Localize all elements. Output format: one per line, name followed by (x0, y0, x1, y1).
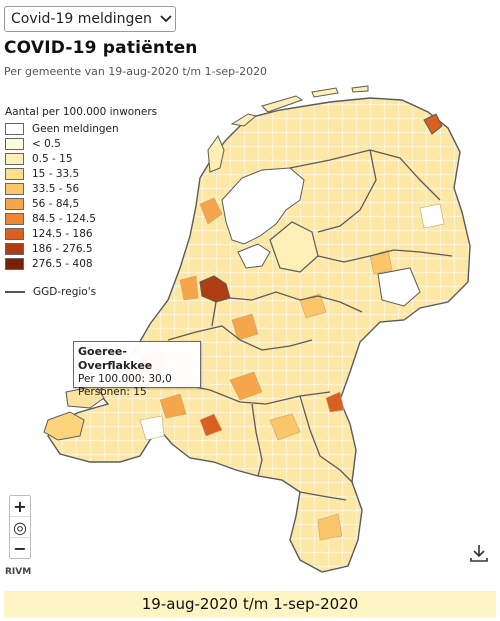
legend-item: 84.5 - 124.5 (5, 211, 119, 226)
map-tooltip: Goeree-Overflakkee Per 100.000: 30,0 Per… (73, 341, 201, 398)
legend-label: 186 - 276.5 (32, 242, 93, 255)
region-orange-2[interactable] (199, 197, 223, 225)
dataset-select-value: Covid-19 meldingen (11, 11, 152, 27)
region-orange-12[interactable] (231, 313, 259, 341)
legend: Geen meldingen < 0.5 0.5 - 15 15 - 33.5 … (5, 121, 119, 271)
region-orange-4[interactable] (199, 413, 223, 437)
date-range-bar[interactable]: 19-aug-2020 t/m 1-sep-2020 (4, 591, 496, 617)
legend-label: 33.5 - 56 (32, 182, 80, 195)
wadden-texel[interactable] (207, 134, 225, 173)
region-no-data-1[interactable] (377, 267, 421, 307)
region-orange-5[interactable] (325, 391, 345, 413)
legend-item: Geen meldingen (5, 121, 119, 136)
legend-swatch (5, 137, 24, 150)
legend-item: 276.5 - 408 (5, 256, 119, 271)
legend-swatch (5, 167, 24, 180)
tooltip-personen: Personen: 15 (78, 386, 147, 398)
legend-label: Geen meldingen (32, 122, 119, 135)
region-orange-7[interactable] (269, 413, 301, 441)
markermeer-water (237, 243, 271, 269)
legend-item: 124.5 - 186 (5, 226, 119, 241)
wadden-terschelling[interactable] (261, 95, 304, 113)
legend-label: 124.5 - 186 (32, 227, 93, 240)
legend-label: 84.5 - 124.5 (32, 212, 96, 225)
zoom-out-button[interactable]: − (13, 538, 27, 558)
legend-item: 15 - 33.5 (5, 166, 119, 181)
wadden-vlieland[interactable] (230, 113, 258, 127)
wadden-ameland[interactable] (311, 87, 339, 98)
wadden-schiermonnikoog[interactable] (351, 85, 369, 93)
legend-title: Aantal per 100.000 inwoners (5, 106, 158, 118)
region-orange-1[interactable] (179, 275, 199, 301)
legend-swatch (5, 197, 24, 210)
region-orange-8[interactable] (299, 293, 327, 319)
legend-swatch (5, 257, 24, 270)
legend-item: 186 - 276.5 (5, 241, 119, 256)
legend-swatch (5, 227, 24, 240)
legend-label: < 0.5 (32, 137, 61, 150)
page-subtitle: Per gemeente van 19-aug-2020 t/m 1-sep-2… (4, 65, 268, 78)
region-no-data-3[interactable] (419, 203, 445, 229)
region-orange-6[interactable] (229, 371, 263, 401)
date-range-label: 19-aug-2020 t/m 1-sep-2020 (141, 595, 359, 613)
legend-label: 0.5 - 15 (32, 152, 73, 165)
legend-swatch (5, 152, 24, 165)
legend-swatch (5, 122, 24, 135)
attribution: RIVM (5, 567, 32, 577)
chevron-down-icon (157, 7, 175, 31)
groningen-delfzijl-region[interactable] (423, 113, 443, 135)
region-no-data-2[interactable] (139, 415, 165, 441)
locate-button[interactable]: ◎ (10, 517, 30, 538)
ggd-legend: GGD-regio's (5, 286, 96, 298)
legend-item: < 0.5 (5, 136, 119, 151)
zeeland-island-walcheren[interactable] (43, 411, 85, 441)
region-orange-10[interactable] (317, 513, 343, 541)
legend-label: 276.5 - 408 (32, 257, 93, 270)
legend-swatch (5, 242, 24, 255)
legend-swatch (5, 182, 24, 195)
ggd-line-swatch (5, 291, 25, 293)
page-title: COVID-19 patiënten (4, 38, 198, 58)
zoom-controls: + ◎ − (9, 495, 31, 559)
tooltip-per-100k: Per 100.000: 30,0 (78, 373, 172, 385)
ijsselmeer-water (221, 167, 305, 245)
zoom-in-button[interactable]: + (10, 496, 30, 517)
dataset-select[interactable]: Covid-19 meldingen (4, 6, 176, 32)
legend-item: 0.5 - 15 (5, 151, 119, 166)
download-icon[interactable] (468, 543, 490, 563)
legend-label: 56 - 84,5 (32, 197, 80, 210)
region-orange-9[interactable] (369, 249, 393, 275)
region-orange-11[interactable] (159, 393, 187, 419)
legend-swatch (5, 212, 24, 225)
legend-label: 15 - 33.5 (32, 167, 80, 180)
legend-item: 33.5 - 56 (5, 181, 119, 196)
legend-item: 56 - 84,5 (5, 196, 119, 211)
ggd-legend-label: GGD-regio's (33, 286, 97, 298)
tooltip-municipality: Goeree-Overflakkee (78, 345, 153, 372)
